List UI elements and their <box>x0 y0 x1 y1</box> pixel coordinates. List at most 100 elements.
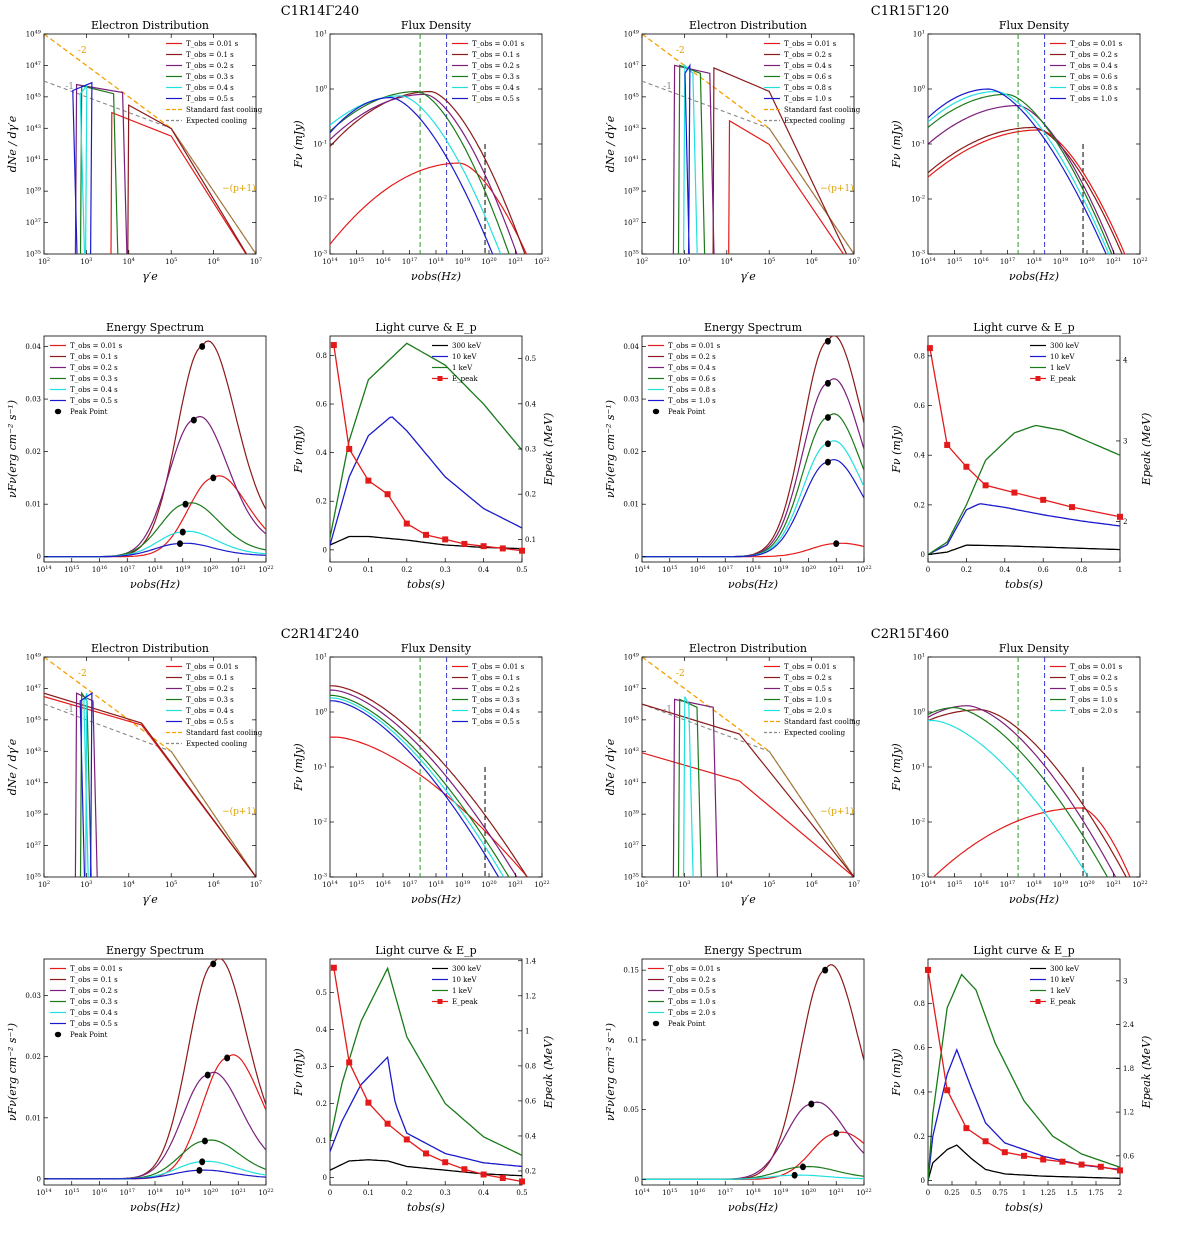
g2-light-curve-y2label: Epeak (MeV) <box>542 1036 555 1110</box>
g3-light-curve-epeak-marker-4 <box>1001 1149 1008 1156</box>
g2-electron-dist-xtick-label: 105 <box>165 880 177 889</box>
g3-flux-density-xtick-label: 1017 <box>1000 880 1015 889</box>
g2-flux-density-xtick-label: 1015 <box>349 880 364 889</box>
g1-energy-spectrum-series-2 <box>642 378 864 558</box>
g0-flux-density-series-2 <box>330 93 518 254</box>
g2-energy-spectrum-legend-label: T_obs = 0.4 s <box>70 1009 118 1017</box>
g1-energy-spectrum-legend-label: T_obs = 0.8 s <box>668 386 716 394</box>
g1-electron-dist-series-0 <box>728 119 845 254</box>
g1-energy-spectrum-legend-label: T_obs = 0.4 s <box>668 364 716 372</box>
g2-energy-spectrum-legend-label: T_obs = 0.01 s <box>70 965 123 973</box>
g0-flux-density-legend-label: T_obs = 0.2 s <box>472 62 520 70</box>
g3-flux-density-ylabel: Fν (mJy) <box>890 743 903 791</box>
g2-flux-density-svg: Flux Density 1014 1015 1016 1017 1018 1019 1020… <box>292 642 550 906</box>
g2-light-curve-legend-marker <box>437 999 443 1004</box>
g1-light-curve-epeak-line <box>929 347 1120 518</box>
g0-energy-spectrum-peak-point-1 <box>199 343 206 350</box>
g0-light-curve-xtick-label: 0.3 <box>440 566 451 574</box>
g1-flux-density-ytick-label: 10-2 <box>911 195 925 204</box>
g2-flux-density-xtick-label: 1017 <box>402 880 417 889</box>
g3-light-curve-legend-label: 1 keV <box>1050 987 1071 995</box>
g2-energy-spectrum-xtick-label: 1020 <box>203 1188 218 1197</box>
g2-energy-spectrum-legend-label: T_obs = 0.3 s <box>70 998 118 1006</box>
g3-energy-spectrum-legend-label: T_obs = 0.01 s <box>668 965 721 973</box>
g3-light-curve-epeak-marker-8 <box>1078 1161 1085 1168</box>
g2-flux-density-ytick-label: 10-1 <box>313 763 327 772</box>
g1-electron-dist-xtick-label: 103 <box>678 257 690 266</box>
g0-light-curve-curve-10kev <box>330 416 522 546</box>
g3-light-curve-xtick-label: 1 <box>1022 1189 1026 1197</box>
g1-flux-density-legend-label: T_obs = 0.8 s <box>1070 84 1118 92</box>
g1-light-curve-y2tick-label: 4 <box>1123 357 1128 365</box>
g1-energy-spectrum-xtick-label: 1020 <box>801 565 816 574</box>
g3-electron-dist-annot-slope-fast: -2 <box>676 669 685 679</box>
g0-energy-spectrum-series-1 <box>44 340 266 558</box>
g2-electron-dist-legend-label: T_obs = 0.01 s <box>186 663 239 671</box>
g0-energy-spectrum-peak-point-4 <box>179 528 186 536</box>
g0-electron-dist-fast-cooling-line <box>44 34 172 129</box>
g1-electron-dist-power-law-line <box>768 127 854 254</box>
g0-light-curve-epeak-marker-2 <box>365 477 372 484</box>
g0-energy-spectrum-legend-label: T_obs = 0.4 s <box>70 386 118 394</box>
g0-flux-density-xtick-label: 1019 <box>455 257 470 266</box>
g3-flux-density-svg: Flux Density 1014 1015 1016 1017 1018 1019 1020… <box>890 642 1148 906</box>
g0-flux-density-legend-label: T_obs = 0.4 s <box>472 84 520 92</box>
g2-electron-dist-svg: Electron Distribution 102 103 104 105 106 107 1… <box>6 642 263 906</box>
g2-electron-dist-ytick-label: 1043 <box>26 747 41 756</box>
g1-light-curve-curve-300kev <box>928 544 1120 556</box>
g2-light-curve-ytick-label: 0 <box>323 1174 327 1182</box>
g3-light-curve-ytick-label: 0 <box>921 1177 925 1185</box>
g3-light-curve-ytick-label: 0.4 <box>914 1088 926 1096</box>
g1-electron-dist-title: Electron Distribution <box>689 19 807 32</box>
g0-light-curve: Light curve & E_p 0 0.1 0.2 0.3 0.4 0.5 0 0.2 0.4… <box>290 320 558 598</box>
g0-light-curve-y2tick-label: 0.1 <box>525 536 536 544</box>
g0-light-curve-epeak-marker-9 <box>499 545 506 552</box>
g2-energy-spectrum-xtick-label: 1014 <box>36 1188 51 1197</box>
g3-electron-dist-legend-label: T_obs = 2.0 s <box>784 707 832 715</box>
g0-flux-density-ytick-label: 10-1 <box>313 140 327 149</box>
g0-energy-spectrum-series-5 <box>44 542 266 558</box>
g0-flux-density-xtick-label: 1020 <box>481 257 496 266</box>
g3-light-curve-curve-1kev <box>928 973 1120 1181</box>
g1-electron-dist-ytick-label: 1049 <box>624 30 639 39</box>
g0-light-curve-ytick-label: 0.4 <box>316 449 328 457</box>
g3-light-curve-curve-300kev <box>928 1144 1120 1181</box>
g2-electron-dist-ytick-label: 1037 <box>26 841 41 850</box>
g3-light-curve-xtick-label: 0.25 <box>944 1189 960 1197</box>
g3-light-curve-ylabel: Fν (mJy) <box>890 1048 903 1096</box>
g0-light-curve-epeak-marker-10 <box>519 547 525 554</box>
g1-electron-dist-xlabel: γ′e <box>740 270 756 283</box>
g2-light-curve-epeak-marker-7 <box>461 1166 468 1173</box>
g0-electron-dist-legend-label: Expected cooling <box>186 117 248 125</box>
g3-flux-density-xlabel: νobs(Hz) <box>1009 893 1059 906</box>
g2-flux-density-series-4 <box>330 697 505 877</box>
g1-electron-dist-plot-area <box>642 34 854 254</box>
g2-light-curve-epeak-marker-3 <box>384 1120 391 1127</box>
g1-light-curve-ytick-label: 0.2 <box>914 501 925 509</box>
g3-light-curve-y2tick-label: 1.2 <box>1123 1109 1134 1117</box>
g1-flux-density-series-5 <box>928 88 1107 254</box>
g1-electron-dist-series-2 <box>672 64 715 254</box>
g0-electron-dist-xtick-label: 103 <box>80 257 92 266</box>
g0-light-curve-epeak-marker-4 <box>403 520 410 527</box>
g1-electron-dist-legend-label: T_obs = 1.0 s <box>784 95 832 103</box>
g2-electron-dist-plot-area <box>44 657 256 877</box>
g1-energy-spectrum-xtick-label: 1019 <box>773 565 788 574</box>
g0-electron-dist: Electron Distribution 102 103 104 105 106 107 1… <box>4 18 263 290</box>
g0-flux-density-legend-label: T_obs = 0.01 s <box>472 40 525 48</box>
g0-electron-dist-series-1 <box>127 104 248 254</box>
g2-energy-spectrum-peak-point-3 <box>201 1137 208 1145</box>
g3-flux-density-legend-label: T_obs = 1.0 s <box>1070 696 1118 704</box>
g3-energy-spectrum-xtick-label: 1020 <box>801 1188 816 1197</box>
g1-flux-density-svg: Flux Density 1014 1015 1016 1017 1018 1019 1020… <box>890 19 1148 283</box>
g2-flux-density-xlabel: νobs(Hz) <box>411 893 461 906</box>
g1-energy-spectrum-legend-marker <box>652 408 660 415</box>
g3-flux-density: Flux Density 1014 1015 1016 1017 1018 1019 1020… <box>888 641 1148 913</box>
g3-flux-density-series-0 <box>932 807 1131 877</box>
g2-flux-density-xtick-label: 1021 <box>508 880 523 889</box>
g1-energy-spectrum-legend-label: T_obs = 0.01 s <box>668 342 721 350</box>
g0-light-curve-epeak-marker-5 <box>423 531 429 538</box>
g0-flux-density-ytick-label: 10-2 <box>313 195 327 204</box>
g3-light-curve-xtick-label: 0 <box>926 1189 930 1197</box>
